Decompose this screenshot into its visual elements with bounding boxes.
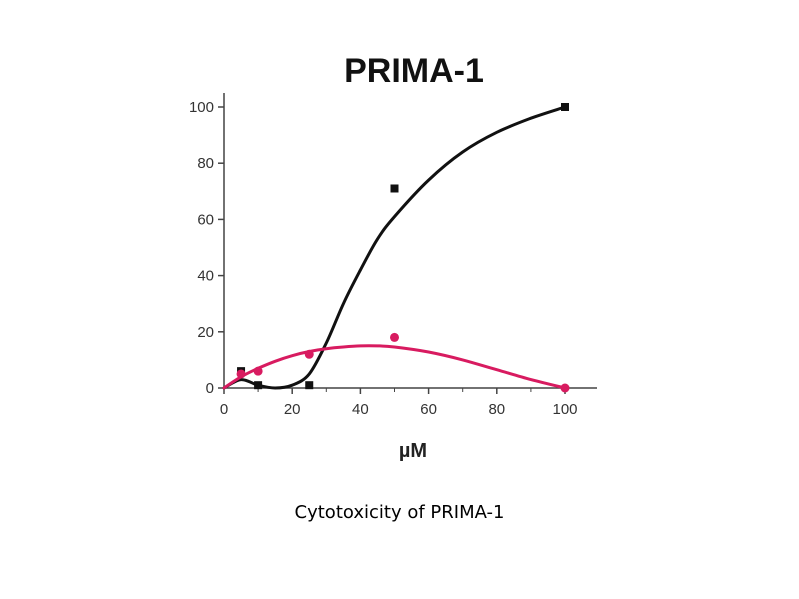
series-line — [222, 344, 567, 390]
x-tick-label: 40 — [352, 401, 369, 418]
figure-caption: Cytotoxicity of PRIMA-1 — [294, 502, 505, 523]
data-point — [236, 369, 246, 379]
y-tick-label: 60 — [197, 211, 214, 228]
data-point — [390, 184, 399, 193]
axes: 0 20 40 60 80 100 0 20 40 60 80 100 — [189, 93, 597, 418]
data-point — [254, 381, 263, 390]
x-tick-label: 100 — [552, 401, 577, 418]
series-1 — [222, 332, 570, 393]
data-point — [253, 366, 263, 376]
series-layer — [222, 103, 570, 393]
x-tick-label: 20 — [284, 401, 301, 418]
y-tick-label: 100 — [189, 99, 214, 116]
data-point — [305, 381, 314, 390]
x-axis-label: µM — [399, 440, 427, 462]
chart-title: PRIMA-1 — [344, 52, 484, 90]
data-point — [560, 383, 570, 393]
y-tick-label: 40 — [197, 268, 214, 285]
y-tick-label: 20 — [197, 324, 214, 341]
x-tick-label: 0 — [220, 401, 228, 418]
series-line — [222, 105, 567, 390]
data-point — [390, 332, 399, 342]
y-tick-label: 0 — [206, 380, 214, 397]
y-tick-label: 80 — [197, 155, 214, 172]
data-point — [304, 349, 314, 359]
data-point — [561, 103, 569, 111]
x-tick-label: 60 — [420, 401, 437, 418]
x-tick-label: 80 — [488, 401, 505, 418]
